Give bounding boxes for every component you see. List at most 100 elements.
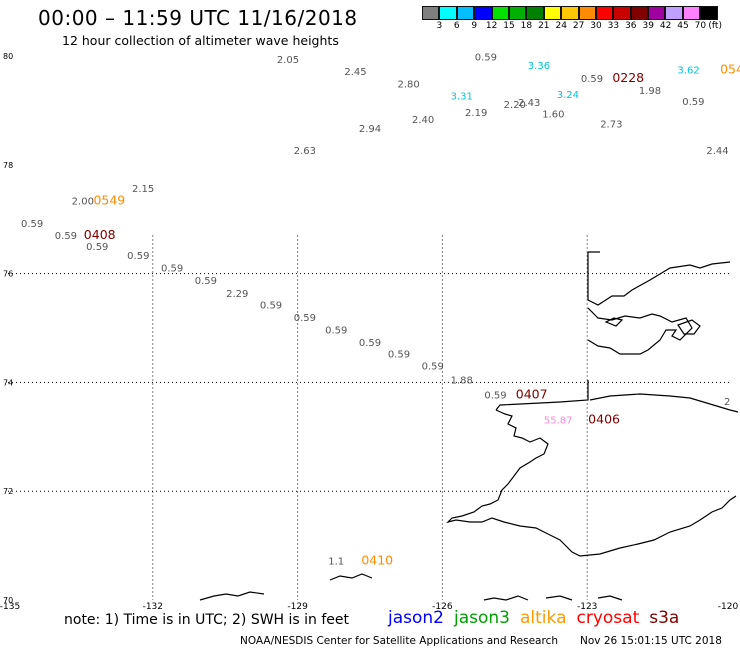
wave-height-label: 2.15 [132,184,154,195]
lat-tick-label: 70 [3,596,13,605]
wave-height-label: 0.59 [388,349,410,360]
color-scale-swatch [474,6,492,20]
pass-time-label: 0408 [84,227,116,242]
page-title: 00:00 – 11:59 UTC 11/16/2018 [38,6,358,30]
color-scale-swatch [630,6,649,20]
color-scale-label: 39 [642,21,654,31]
wave-height-label: 55.87 [544,416,573,427]
mainland-coast [446,380,737,557]
color-scale-label: 6 [453,21,460,31]
color-scale-swatch [456,6,475,20]
wave-height-label: 0.59 [359,338,381,349]
lat-tick-label: 78 [3,161,13,170]
wave-height-label: 1.1 [328,557,344,568]
wave-height-label: 0.59 [260,300,282,311]
color-scale-swatch [700,6,718,20]
wave-height-label: 3.62 [677,65,699,76]
pass-time-label: 0228 [612,70,644,85]
banks-island-coast [587,251,739,413]
lon-tick-label: -120 [718,602,739,612]
legend-item: altika [520,608,567,628]
pass-time-label: 0407 [516,387,548,402]
legend-item: cryosat [576,608,640,628]
color-scale-swatch [648,6,666,20]
wave-height-label: 1.60 [542,109,564,120]
color-scale-swatch [561,6,579,20]
color-scale-swatch [508,6,527,20]
lon-tick-label: -129 [287,602,308,612]
wave-height-label: 2.00 [72,197,94,208]
wave-height-label: 2.29 [226,289,248,300]
color-scale-label: 42 [659,21,672,31]
wave-height-label: 0.59 [581,74,603,85]
color-scale [422,6,718,20]
pass-time-label: 0406 [588,412,620,427]
wave-height-label: 2.43 [518,98,540,109]
lat-tick-label: 74 [3,378,13,387]
color-scale-swatch [578,6,596,20]
wave-height-label: 2.20 [504,100,526,111]
color-scale-swatch [543,6,562,20]
wave-height-label: 2.45 [344,67,366,78]
wave-height-label: 2.63 [294,146,316,157]
color-scale-label: 30 [590,21,602,31]
color-scale-label: 21 [538,21,550,31]
satellite-legend: jason2 jason3 altika cryosat s3a [388,608,689,628]
wave-height-label: 2.94 [359,124,381,135]
credit-text: NOAA/NESDIS Center for Satellite Applica… [240,635,558,647]
color-scale-label: 15 [503,21,515,31]
wave-height-label: 1.88 [451,375,473,386]
wave-height-label: 0.59 [682,97,704,108]
color-scale-label: 3 [436,21,443,31]
wave-height-label: 2.80 [397,80,419,91]
color-scale-label: 45 [677,21,689,31]
axis-ticks: -135 -132 -129 -126 -123 -120 80 78 76 74 72 70 [0,52,738,612]
wave-height-label: 0.59 [127,251,149,262]
color-scale-swatch [491,6,509,20]
wave-height-label: 0.59 [55,231,77,242]
lon-tick-label: -132 [143,602,163,612]
pass-time-label: 0549 [93,193,125,208]
wave-height-label: 0.59 [484,391,506,402]
color-scale-swatch [613,6,631,20]
legend-item: s3a [649,608,680,628]
wave-height-label: 3.36 [528,61,550,72]
wave-height-label: 0.59 [475,52,497,63]
color-scale-swatch [526,6,544,20]
color-scale-label: 24 [555,21,567,31]
footer-note: note: 1) Time is in UTC; 2) SWH is in fe… [64,612,350,628]
wave-height-label: 2 [724,397,730,408]
color-scale-label: 33 [607,21,620,31]
wave-height-label: 2.05 [277,55,299,66]
color-scale-label: 70 [694,21,707,31]
color-scale-label: 9 [471,21,478,31]
page-subtitle: 12 hour collection of altimeter wave hei… [62,33,339,48]
legend-item: jason2 [388,608,444,628]
graticule [8,235,732,600]
lon-tick-label: -135 [0,602,20,612]
wave-height-label: 3.31 [451,92,473,103]
wave-height-label: 3.24 [557,90,579,101]
wave-height-label: 0.59 [21,219,43,230]
wave-height-label: 0.59 [294,313,316,324]
color-scale-swatch [682,6,701,20]
wave-height-label: 0.59 [86,242,108,253]
wave-height-label: 1.98 [639,86,661,97]
lat-tick-label: 80 [3,52,13,61]
pass-time-label: 0410 [361,553,393,568]
color-scale-label: 12 [485,21,498,31]
color-scale-label: 18 [520,21,533,31]
credit-timestamp: Nov 26 15:01:15 UTC 2018 [580,635,722,647]
color-scale-label: 36 [625,21,637,31]
wave-height-label: 0.59 [422,361,444,372]
color-scale-swatch [439,6,457,20]
wave-height-label: 2.19 [465,108,487,119]
coastline [199,251,739,601]
color-scale-unit: (ft) [708,21,722,31]
color-scale-swatch [665,6,683,20]
legend-item: jason3 [454,608,510,628]
lat-tick-label: 76 [3,270,13,279]
lon-tick-label: -123 [577,602,597,612]
color-scale-label: 27 [572,21,585,31]
